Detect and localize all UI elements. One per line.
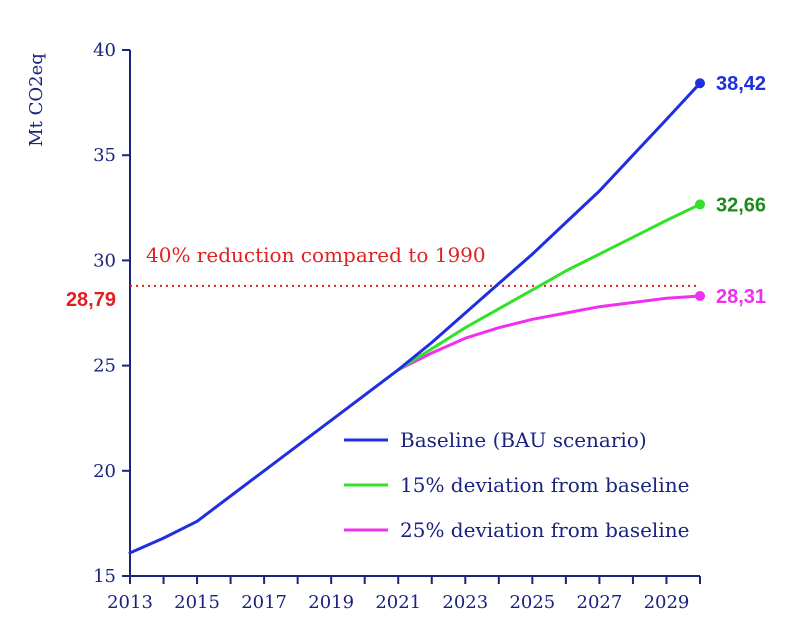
series-end-label-2: 28,31 — [716, 286, 766, 308]
x-tick-label: 2029 — [644, 592, 690, 613]
y-tick-label: 40 — [93, 40, 116, 61]
y-tick-label: 30 — [93, 250, 116, 271]
series-line-0 — [128, 81, 702, 555]
y-axis-label: Mt CO2eq — [26, 53, 47, 147]
series-line-2 — [396, 294, 702, 372]
series-end-marker-0 — [695, 78, 705, 89]
x-tick-label: 2017 — [241, 592, 287, 613]
series-end-label-1: 32,66 — [716, 194, 766, 216]
series-end-label-0: 38,42 — [716, 73, 766, 95]
y-tick-label: 35 — [93, 145, 116, 166]
series-line-1 — [396, 202, 702, 372]
legend: Baseline (BAU scenario) 15% deviation fro… — [344, 428, 689, 542]
series-end-marker-2 — [695, 290, 705, 301]
y-tick-label: 20 — [93, 461, 116, 482]
reference-layer: 40% reduction compared to 1990 28,79 — [66, 243, 700, 311]
reference-line-label: 40% reduction compared to 1990 — [146, 243, 486, 267]
series-layer: 38,42 32,66 28,31 — [128, 73, 766, 555]
y-tick-label: 25 — [93, 356, 116, 377]
x-tick-label: 2027 — [577, 592, 623, 613]
x-tick-label: 2013 — [107, 592, 153, 613]
legend-label-1: 15% deviation from baseline — [400, 473, 689, 497]
x-tick-label: 2021 — [375, 592, 421, 613]
legend-label-0: Baseline (BAU scenario) — [400, 428, 647, 452]
reference-value-label: 28,79 — [66, 289, 116, 311]
x-tick-label: 2015 — [174, 592, 220, 613]
x-tick-label: 2025 — [509, 592, 555, 613]
y-tick-label: 15 — [93, 566, 116, 587]
legend-label-2: 25% deviation from baseline — [400, 518, 689, 542]
series-end-marker-1 — [695, 199, 705, 210]
x-tick-label: 2023 — [442, 592, 488, 613]
x-tick-label: 2019 — [308, 592, 354, 613]
